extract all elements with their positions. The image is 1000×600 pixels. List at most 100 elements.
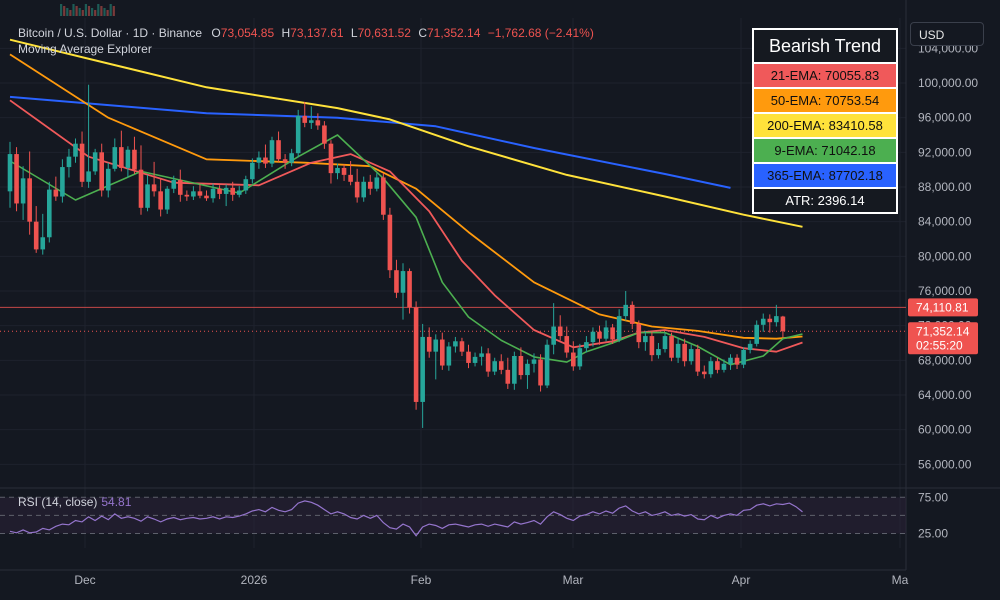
candle bbox=[341, 164, 347, 181]
candle-body bbox=[295, 115, 301, 154]
candle-body bbox=[112, 147, 118, 169]
price-tick-label: 80,000.00 bbox=[918, 249, 972, 263]
candle bbox=[33, 206, 39, 253]
volume-bar bbox=[109, 4, 112, 16]
candle bbox=[86, 84, 91, 188]
candle bbox=[662, 332, 668, 353]
indicator-name[interactable]: Moving Average Explorer bbox=[18, 42, 152, 56]
candle-body bbox=[210, 188, 216, 199]
legend-row-ema200: 200-EMA: 83410.58 bbox=[754, 112, 896, 137]
candle-body bbox=[688, 349, 694, 362]
candle bbox=[433, 334, 439, 380]
time-tick-label: Apr bbox=[732, 573, 751, 587]
candle bbox=[597, 325, 602, 345]
candle-body bbox=[662, 336, 668, 350]
candle bbox=[577, 343, 583, 370]
candle-body bbox=[453, 341, 458, 347]
candle bbox=[557, 315, 563, 341]
candle bbox=[394, 259, 399, 298]
candle bbox=[623, 291, 628, 321]
volume-bar bbox=[63, 6, 66, 16]
candle bbox=[151, 161, 157, 197]
candle bbox=[551, 303, 556, 355]
candle bbox=[73, 138, 78, 163]
candle bbox=[682, 338, 687, 367]
candle-body bbox=[79, 143, 85, 182]
candle-body bbox=[675, 343, 681, 358]
price-tick-label: 100,000.00 bbox=[918, 76, 978, 90]
ema-legend-table: Bearish Trend 21-EMA: 70055.83 50-EMA: 7… bbox=[752, 28, 898, 214]
candle bbox=[256, 151, 262, 169]
candle-body bbox=[590, 331, 596, 343]
candle-body bbox=[525, 363, 530, 376]
candle-body bbox=[774, 316, 779, 323]
candle bbox=[728, 354, 733, 370]
candles bbox=[7, 84, 786, 428]
candle-body bbox=[734, 357, 740, 365]
candle-body bbox=[256, 157, 262, 163]
volume-bar bbox=[81, 10, 84, 16]
candle-body bbox=[400, 271, 406, 293]
candle-body bbox=[387, 214, 393, 271]
candle-body bbox=[73, 143, 78, 157]
candle-body bbox=[616, 316, 622, 340]
candle-body bbox=[335, 167, 340, 174]
candle bbox=[492, 357, 497, 376]
candle-body bbox=[538, 359, 543, 386]
candle bbox=[374, 173, 380, 192]
candle-body bbox=[230, 187, 235, 195]
candle bbox=[485, 348, 491, 377]
candle bbox=[7, 141, 13, 208]
rsi-line bbox=[9, 500, 803, 537]
candle-body bbox=[374, 177, 380, 189]
candle bbox=[525, 359, 530, 389]
candle bbox=[629, 301, 635, 330]
candle-body bbox=[14, 154, 19, 204]
price-tick-label: 76,000.00 bbox=[918, 284, 972, 298]
time-axis: Dec 2026 Feb Mar Apr Ma bbox=[74, 573, 908, 587]
candle-body bbox=[348, 174, 353, 182]
candle bbox=[767, 314, 773, 333]
candle-body bbox=[459, 341, 465, 352]
candle bbox=[125, 146, 131, 178]
candle bbox=[171, 175, 177, 194]
candle-body bbox=[151, 184, 157, 192]
candle-body bbox=[7, 154, 13, 192]
candle bbox=[715, 357, 720, 374]
ema21-line bbox=[9, 99, 803, 353]
candle-body bbox=[433, 339, 439, 352]
ema365-line bbox=[9, 95, 731, 189]
time-tick-label: Mar bbox=[563, 573, 584, 587]
candle-body bbox=[741, 349, 746, 365]
rsi-pane: 75.00 25.00 bbox=[0, 490, 948, 541]
volume-bar bbox=[66, 8, 69, 16]
candle bbox=[27, 151, 32, 235]
candle-body bbox=[191, 191, 196, 197]
chart-header: Bitcoin / U.S. Dollar · 1D · Binance O73… bbox=[18, 26, 598, 40]
candle bbox=[741, 347, 746, 369]
open-label: O bbox=[211, 26, 221, 40]
candle-body bbox=[466, 351, 471, 363]
price-tick-label: 56,000.00 bbox=[918, 457, 972, 471]
candle-body bbox=[99, 152, 104, 191]
candle-body bbox=[747, 343, 753, 350]
legend-row-ema365: 365-EMA: 87702.18 bbox=[754, 162, 896, 187]
candle-body bbox=[243, 179, 249, 191]
candle-body bbox=[426, 336, 432, 352]
candle-body bbox=[289, 153, 294, 163]
candle bbox=[40, 213, 46, 255]
legend-title: Bearish Trend bbox=[754, 30, 896, 62]
price-tick-label: 64,000.00 bbox=[918, 388, 972, 402]
candle-body bbox=[603, 327, 609, 339]
candle bbox=[688, 344, 694, 365]
candle-body bbox=[708, 361, 714, 375]
candle bbox=[138, 145, 144, 215]
candle bbox=[269, 136, 275, 168]
currency-selector[interactable]: USD bbox=[910, 22, 984, 46]
candle-body bbox=[656, 349, 661, 356]
high-label: H bbox=[281, 26, 291, 40]
candle bbox=[584, 336, 589, 353]
candle bbox=[479, 346, 484, 366]
candle-body bbox=[702, 371, 707, 375]
candle bbox=[387, 207, 393, 278]
